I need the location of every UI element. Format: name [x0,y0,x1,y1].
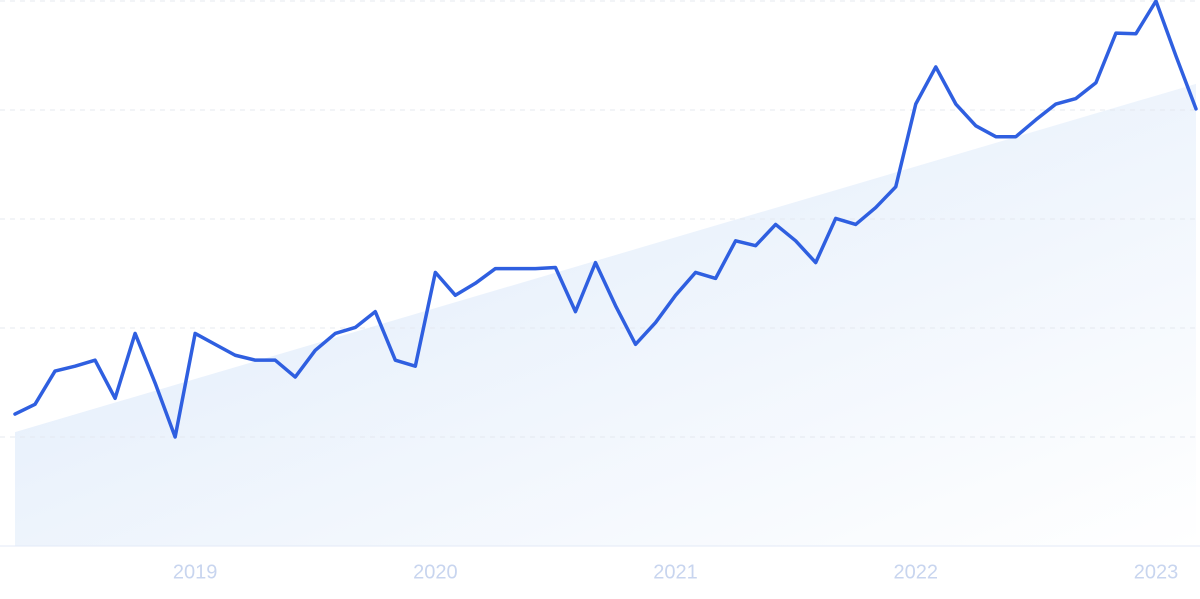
trend-line [13,0,1198,439]
trend-area [15,83,1196,546]
x-tick-label: 2019 [173,561,218,583]
x-tick-label: 2023 [1134,561,1179,583]
x-tick-label: 2022 [894,561,939,583]
x-tick-label: 2020 [413,561,458,583]
x-tick-label: 2021 [653,561,698,583]
